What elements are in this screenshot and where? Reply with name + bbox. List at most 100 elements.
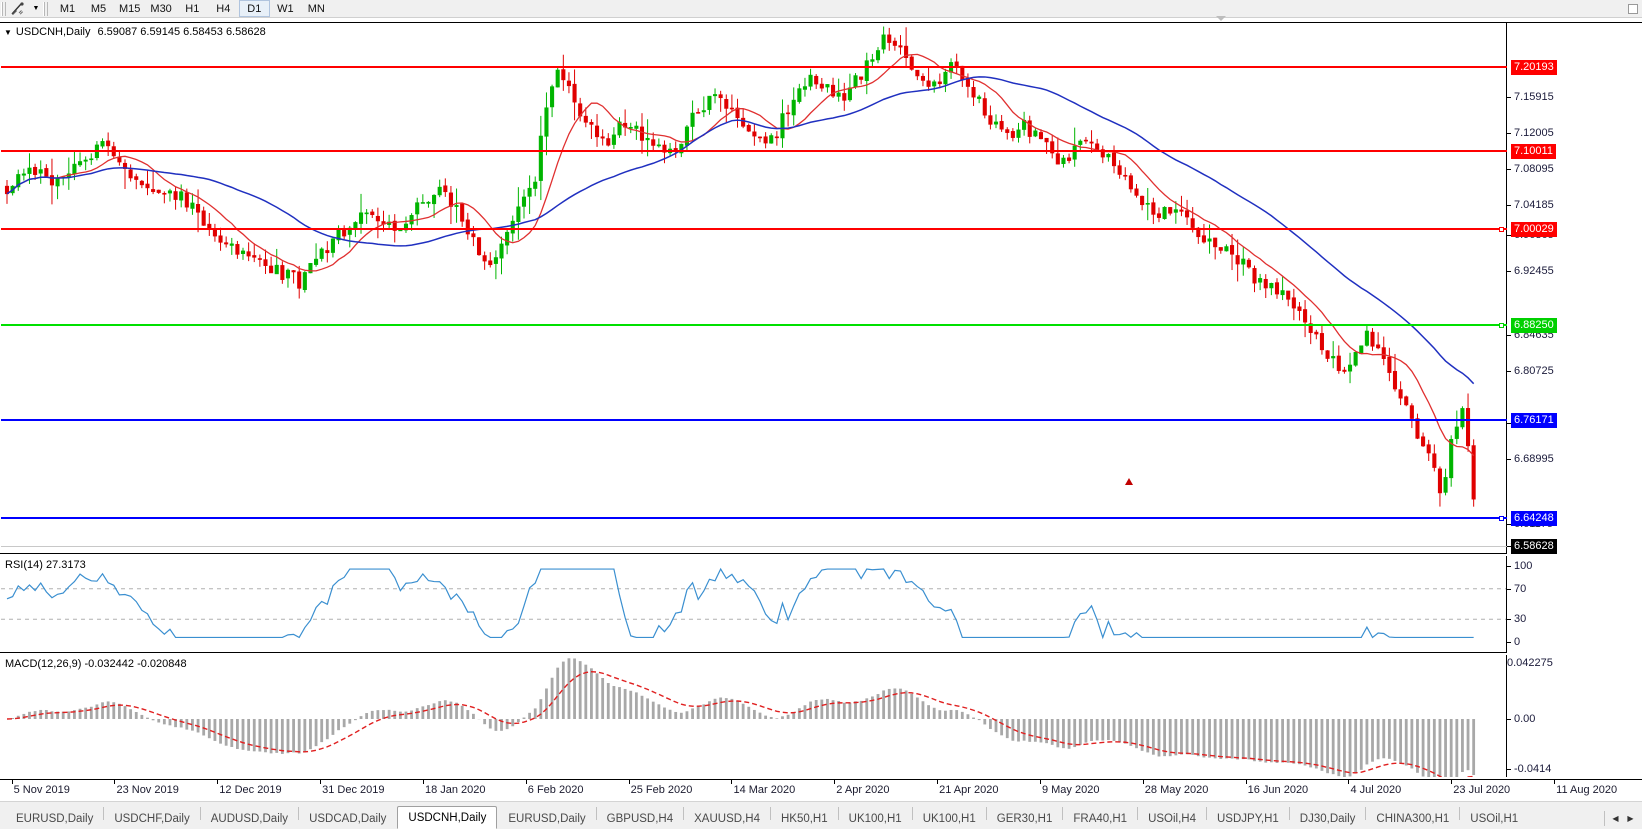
timeframe-m15[interactable]: M15 [119, 2, 141, 15]
price-plot[interactable] [1, 23, 1507, 554]
time-tick [217, 780, 219, 784]
time-tick [1451, 780, 1453, 784]
chart-tab-hk50-h1[interactable]: HK50,H1 [780, 812, 828, 825]
chart-tab-dj30-daily[interactable]: DJ30,Daily [1299, 812, 1356, 825]
timeframe-m30[interactable]: M30 [150, 2, 172, 15]
level-line-6.76171[interactable] [1, 419, 1507, 421]
time-label: 21 Apr 2020 [939, 784, 999, 796]
time-tick [1348, 780, 1350, 784]
time-label: 16 Jun 2020 [1247, 784, 1309, 796]
crosshair-draw-icon[interactable] [10, 1, 30, 17]
macd-indicator-label: MACD(12,26,9) -0.032442 -0.020848 [5, 658, 187, 670]
macd-tick: -0.0414 [1507, 764, 1551, 775]
chevron-right-icon[interactable]: ▶ [1627, 814, 1634, 823]
price-tag-7.00029[interactable]: 7.00029 [1511, 222, 1557, 237]
time-tick [1142, 780, 1144, 784]
toolbar-drag-handle[interactable] [1, 1, 8, 16]
tab-divider [1288, 806, 1290, 820]
rsi-axis[interactable]: 100 70 30 0 [1507, 556, 1642, 653]
price-pane[interactable]: 7.159157.120057.080957.041856.963656.924… [0, 23, 1642, 554]
tab-divider [1206, 806, 1207, 820]
chart-tab-ger30-h1[interactable]: GER30,H1 [996, 812, 1053, 825]
rsi-axis-line [1506, 556, 1507, 653]
tab-divider [837, 806, 839, 820]
tab-nav-controls: ◀ ▶ [1604, 808, 1642, 829]
timeframe-w1[interactable]: W1 [277, 2, 294, 15]
chart-tab-usdjpy-h1[interactable]: USDJPY,H1 [1217, 812, 1279, 825]
tab-divider [1062, 806, 1064, 820]
macd-axis-line [1506, 655, 1507, 777]
macd-plot[interactable] [1, 655, 1507, 777]
rsi-pane[interactable]: 100 70 30 0 RSI(14) 27.3173 [0, 556, 1642, 653]
time-axis[interactable]: 5 Nov 2019 23 Nov 2019 12 Dec 2019 31 Dec 2… [0, 779, 1642, 801]
price-tick: 6.84635 [1507, 330, 1554, 341]
level-line-7.00029[interactable] [1, 228, 1507, 230]
time-tick [320, 780, 322, 784]
tab-divider [769, 806, 771, 820]
timeframe-h4[interactable]: H4 [216, 2, 231, 15]
price-tag-7.20193[interactable]: 7.20193 [1511, 60, 1557, 75]
timeframe-drag-handle[interactable] [43, 1, 50, 16]
chart-tab-xauusd-h4[interactable]: XAUUSD,H4 [694, 812, 760, 825]
chart-tab-gbpusd-h4[interactable]: GBPUSD,H4 [606, 812, 674, 825]
level-line-7.10011[interactable] [1, 150, 1507, 152]
chart-area[interactable]: 7.159157.120057.080957.041856.963656.924… [0, 22, 1642, 779]
price-tick: 7.15915 [1507, 92, 1554, 103]
time-label: 9 May 2020 [1041, 784, 1100, 796]
timeframe-mn[interactable]: MN [307, 2, 325, 15]
level-anchor-handle[interactable] [1499, 227, 1504, 232]
timeframe-m5[interactable]: M5 [90, 2, 107, 15]
macd-axis[interactable]: 0.042275 0.00 -0.0414 [1507, 655, 1642, 777]
chart-tab-audusd-daily[interactable]: AUDUSD,Daily [210, 812, 289, 825]
chart-tab-usoil-h4[interactable]: USOil,H4 [1148, 812, 1196, 825]
level-line-7.20193[interactable] [1, 66, 1507, 68]
timeframe-h1[interactable]: H1 [185, 2, 200, 15]
level-anchor-handle[interactable] [1499, 323, 1504, 328]
candlestick-series [4, 26, 1476, 507]
price-axis[interactable]: 7.159157.120057.080957.041856.963656.924… [1507, 23, 1642, 554]
macd-series [6, 658, 1476, 777]
chart-tab-uk100-h1[interactable]: UK100,H1 [848, 812, 902, 825]
time-tick [422, 780, 424, 784]
level-line-6.88250[interactable] [1, 324, 1507, 326]
chevron-left-icon[interactable]: ◀ [1612, 814, 1619, 823]
price-tick: 6.92455 [1507, 266, 1554, 277]
price-tag-6.64248[interactable]: 6.64248 [1511, 511, 1557, 526]
triangle-down-icon[interactable]: ▼ [4, 27, 12, 37]
time-tick [114, 780, 116, 784]
chart-tab-usdcnh-daily[interactable]: USDCNH,Daily [397, 806, 498, 829]
chevron-down-icon[interactable]: ▼ [32, 5, 40, 12]
price-axis-line [1506, 23, 1507, 554]
level-anchor-handle[interactable] [1499, 516, 1504, 521]
timeframe-m1[interactable]: M1 [59, 2, 76, 15]
price-tag-6.88250[interactable]: 6.88250 [1511, 318, 1557, 333]
time-tick [834, 780, 836, 784]
rsi-plot[interactable] [1, 556, 1507, 653]
timeframe-d1[interactable]: D1 [238, 0, 270, 17]
chart-tab-eurusd-daily[interactable]: EURUSD,Daily [508, 812, 586, 825]
macd-pane[interactable]: 0.042275 0.00 -0.0414 MACD(12,26,9) -0.032… [0, 655, 1642, 777]
price-tick: 7.04185 [1507, 200, 1554, 211]
time-tick [1554, 780, 1556, 784]
chart-tab-usoil-h1[interactable]: USOil,H1 [1470, 812, 1519, 825]
price-tag-6.76171[interactable]: 6.76171 [1511, 413, 1557, 428]
tab-divider [683, 806, 685, 820]
level-line-6.64248[interactable] [1, 517, 1507, 519]
chart-scroll-marker[interactable] [1216, 16, 1226, 21]
time-label: 28 May 2020 [1144, 784, 1209, 796]
chart-tabs: EURUSD,Daily USDCHF,Daily AUDUSD,Daily USDC… [6, 801, 1528, 829]
toolbar-extra-button[interactable] [1628, 3, 1638, 14]
price-tag-7.10011[interactable]: 7.10011 [1511, 144, 1556, 159]
chart-tab-fra40-h1[interactable]: FRA40,H1 [1073, 812, 1128, 825]
chart-tab-eurusd-daily[interactable]: EURUSD,Daily [16, 812, 94, 825]
macd-tick: 0.042275 [1507, 657, 1553, 669]
price-pane-divider [0, 553, 1642, 554]
chart-tab-uk100-h1[interactable]: UK100,H1 [922, 812, 976, 825]
time-label: 18 Jan 2020 [424, 784, 486, 796]
tab-divider [595, 806, 597, 820]
chart-tab-china300-h1[interactable]: CHINA300,H1 [1376, 812, 1450, 825]
chart-tab-usdcad-daily[interactable]: USDCAD,Daily [309, 812, 387, 825]
chart-tab-usdchf-daily[interactable]: USDCHF,Daily [114, 812, 190, 825]
chart-symbol-name: USDCNH,Daily [15, 26, 91, 38]
rsi-indicator-label: RSI(14) 27.3173 [5, 559, 86, 571]
